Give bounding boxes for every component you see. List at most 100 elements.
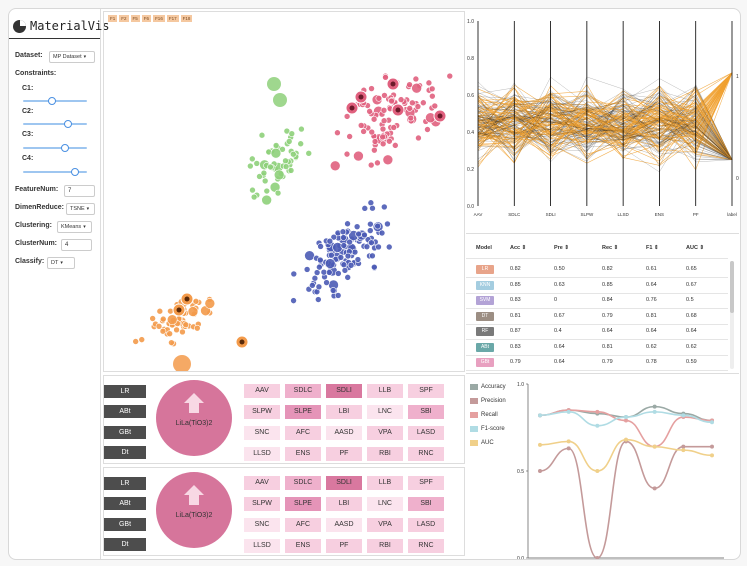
data-point[interactable] <box>256 173 263 180</box>
data-point[interactable] <box>384 220 391 228</box>
cluster-bubble[interactable] <box>173 355 191 373</box>
data-point[interactable] <box>313 269 321 276</box>
pc-line[interactable] <box>477 111 733 160</box>
feature-cell-spf[interactable]: SPF <box>408 476 444 490</box>
pc-line[interactable] <box>477 72 733 136</box>
data-point[interactable] <box>340 261 348 269</box>
data-point[interactable] <box>340 242 348 249</box>
model-button-abt[interactable]: ABt <box>104 405 146 418</box>
data-point[interactable] <box>344 220 351 228</box>
pc-line[interactable] <box>477 72 733 135</box>
pc-line[interactable] <box>477 95 733 160</box>
data-point[interactable] <box>166 330 173 337</box>
data-point[interactable] <box>369 204 376 212</box>
selected-point[interactable] <box>180 292 194 306</box>
data-point[interactable] <box>368 128 376 136</box>
data-point[interactable] <box>353 223 361 230</box>
data-point[interactable] <box>353 150 364 162</box>
cluster-bubble[interactable] <box>273 93 287 107</box>
data-point[interactable] <box>248 155 256 163</box>
feature-cell-sdlc[interactable]: SDLC <box>285 476 321 490</box>
data-point[interactable] <box>366 108 373 115</box>
data-point[interactable] <box>368 85 375 92</box>
data-point[interactable] <box>323 279 330 286</box>
table-row[interactable]: RF 0.87 0.4 0.64 0.64 0.64 <box>466 325 728 338</box>
pc-line[interactable] <box>477 109 733 160</box>
data-point[interactable] <box>317 256 324 264</box>
data-point[interactable] <box>339 228 347 236</box>
data-point[interactable] <box>324 258 336 269</box>
data-point[interactable] <box>378 229 386 237</box>
data-point[interactable] <box>304 250 315 261</box>
feature-cell-rnc[interactable]: RNC <box>408 539 444 553</box>
legend-item[interactable]: Accuracy <box>470 384 506 390</box>
pc-line[interactable] <box>477 92 733 160</box>
data-point[interactable] <box>261 177 269 185</box>
pc-line[interactable] <box>477 110 733 160</box>
data-point[interactable] <box>371 138 379 145</box>
feature-cell-llsd[interactable]: LLSD <box>244 539 280 553</box>
pc-line[interactable] <box>477 72 733 162</box>
pc-line[interactable] <box>477 72 733 133</box>
data-point[interactable] <box>347 262 355 269</box>
feature-chip[interactable]: F5 <box>130 15 140 22</box>
feature-cell-afc[interactable]: AFC <box>285 518 321 532</box>
pc-line[interactable] <box>477 72 733 153</box>
data-point[interactable] <box>159 327 167 335</box>
series-point[interactable] <box>595 556 600 560</box>
pc-line[interactable] <box>477 108 733 160</box>
data-point[interactable] <box>298 125 305 133</box>
data-point[interactable] <box>397 96 405 103</box>
data-point[interactable] <box>270 147 282 159</box>
data-point[interactable] <box>287 167 295 174</box>
c4-slider[interactable] <box>23 168 87 176</box>
data-point[interactable] <box>267 163 274 171</box>
feature-cell-spf[interactable]: SPF <box>408 384 444 398</box>
data-point[interactable] <box>344 274 352 281</box>
data-point[interactable] <box>334 129 341 137</box>
pc-line[interactable] <box>477 108 733 160</box>
pc-line[interactable] <box>477 114 733 160</box>
pc-line[interactable] <box>477 99 733 160</box>
col-model[interactable]: Model <box>476 245 492 251</box>
material-target[interactable]: LiLa(TiO3)2 <box>156 472 232 548</box>
data-point[interactable] <box>386 137 393 145</box>
pc-line[interactable] <box>477 87 733 160</box>
series-point[interactable] <box>538 413 542 418</box>
pc-line[interactable] <box>477 103 733 160</box>
selected-point[interactable] <box>386 77 400 91</box>
data-point[interactable] <box>406 81 413 89</box>
data-point[interactable] <box>429 92 436 100</box>
feature-cell-sdli[interactable]: SDLI <box>326 384 362 398</box>
data-point[interactable] <box>381 92 388 99</box>
data-point[interactable] <box>132 338 139 345</box>
data-point[interactable] <box>354 256 362 263</box>
data-point[interactable] <box>282 157 289 165</box>
data-point[interactable] <box>334 292 342 299</box>
col-acc[interactable]: Acc ⇕ <box>510 242 526 255</box>
feature-cell-pf[interactable]: PF <box>326 447 362 461</box>
c2-slider-handle[interactable] <box>63 120 72 128</box>
data-point[interactable] <box>420 99 427 107</box>
data-point[interactable] <box>182 321 190 329</box>
pc-line[interactable] <box>477 85 733 160</box>
data-point[interactable] <box>260 169 268 177</box>
pc-line[interactable] <box>477 72 733 148</box>
data-point[interactable] <box>272 142 280 149</box>
model-button-lr[interactable]: LR <box>104 477 146 490</box>
series-point[interactable] <box>595 423 600 428</box>
feature-cell-lbi[interactable]: LBI <box>326 497 362 511</box>
pc-line[interactable] <box>477 72 733 138</box>
data-point[interactable] <box>415 134 422 142</box>
c1-slider[interactable] <box>23 97 87 105</box>
series-point[interactable] <box>624 418 628 423</box>
feature-cell-llsd[interactable]: LLSD <box>244 447 280 461</box>
c4-slider-handle[interactable] <box>71 168 80 176</box>
data-point[interactable] <box>385 243 393 251</box>
feature-cell-aav[interactable]: AAV <box>244 476 280 490</box>
data-point[interactable] <box>285 138 293 145</box>
series-point[interactable] <box>681 448 686 453</box>
pc-line[interactable] <box>477 76 733 160</box>
feature-cell-rbi[interactable]: RBI <box>367 447 403 461</box>
